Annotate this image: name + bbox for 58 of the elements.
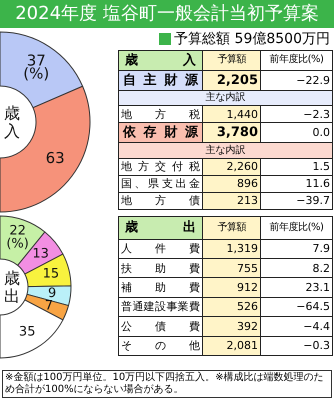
text: −22.9 bbox=[296, 74, 330, 87]
category-label: 地方税 bbox=[121, 108, 200, 121]
text: 2024年度 塩谷町一般会計当初予算案 bbox=[0, 0, 334, 28]
text: 3,780 bbox=[216, 125, 258, 140]
text: 0.0 bbox=[312, 126, 330, 140]
text: 912 bbox=[237, 281, 258, 294]
category-label: 自主財源 bbox=[123, 72, 198, 88]
category-label: 歳出 bbox=[118, 216, 202, 240]
category-label: 扶助費 bbox=[121, 262, 200, 275]
data-label: 13 bbox=[32, 246, 49, 262]
text: 2,260 bbox=[226, 160, 258, 174]
data-label: 63 bbox=[46, 149, 65, 168]
category-label: 予算額 bbox=[202, 50, 260, 70]
text: −2.3 bbox=[303, 108, 330, 121]
text: 歳出 bbox=[4, 268, 20, 306]
text: 392 bbox=[237, 320, 258, 333]
category-label: 歳入 bbox=[118, 50, 202, 70]
text: 213 bbox=[237, 194, 258, 208]
text: 755 bbox=[237, 262, 258, 275]
category-label: 依存財源 bbox=[123, 125, 198, 140]
category-label: 前年度比(%) bbox=[260, 216, 332, 240]
category-label: 地方債 bbox=[121, 194, 200, 208]
data-label: 7 bbox=[44, 298, 54, 314]
category-label: 地方交付税 bbox=[121, 160, 200, 174]
category-label: その他 bbox=[121, 339, 200, 352]
category-label: 普通建設事業費 bbox=[121, 300, 200, 314]
text: 1,440 bbox=[226, 108, 258, 121]
data-label: 9 bbox=[48, 286, 56, 302]
text: −64.5 bbox=[296, 300, 330, 314]
text: 8.2 bbox=[312, 262, 330, 275]
text: 7.9 bbox=[312, 242, 330, 256]
text: 1.5 bbox=[312, 160, 330, 174]
category-label: 公債費 bbox=[121, 320, 200, 333]
text: 11.6 bbox=[306, 177, 330, 190]
text: −39.7 bbox=[296, 194, 330, 208]
category-label: 主な内訳 bbox=[206, 92, 246, 104]
text: ※金額は100万円単位。10万円以下四捨五入。※構成比は端数処理のた bbox=[5, 372, 324, 383]
data-label: 22 (%) bbox=[6, 224, 29, 252]
data-label: 37 (%) bbox=[23, 51, 50, 82]
text: 23.1 bbox=[306, 281, 330, 294]
category-label: 主な内訳 bbox=[206, 144, 246, 156]
text: 予算総額 59億8500万円 bbox=[174, 30, 330, 48]
category-label: 予算額 bbox=[202, 216, 260, 240]
text: 2,205 bbox=[216, 72, 258, 88]
category-label: 補助費 bbox=[121, 281, 200, 294]
category-label: 人件費 bbox=[121, 242, 200, 256]
category-label: 国、県支出金 bbox=[121, 177, 200, 190]
text: 1,319 bbox=[226, 242, 258, 256]
text: −4.4 bbox=[303, 320, 330, 333]
data-label: 35 bbox=[18, 324, 36, 340]
text: −0.3 bbox=[303, 339, 330, 352]
text: 歳入 bbox=[4, 104, 20, 140]
text: め合計が100%にならない場合がある。 bbox=[5, 384, 184, 395]
text: 526 bbox=[237, 300, 258, 314]
category-label: 前年度比(%) bbox=[260, 50, 332, 70]
data-label: 15 bbox=[42, 266, 60, 282]
text: 2,081 bbox=[226, 339, 258, 352]
text: 896 bbox=[237, 177, 258, 190]
